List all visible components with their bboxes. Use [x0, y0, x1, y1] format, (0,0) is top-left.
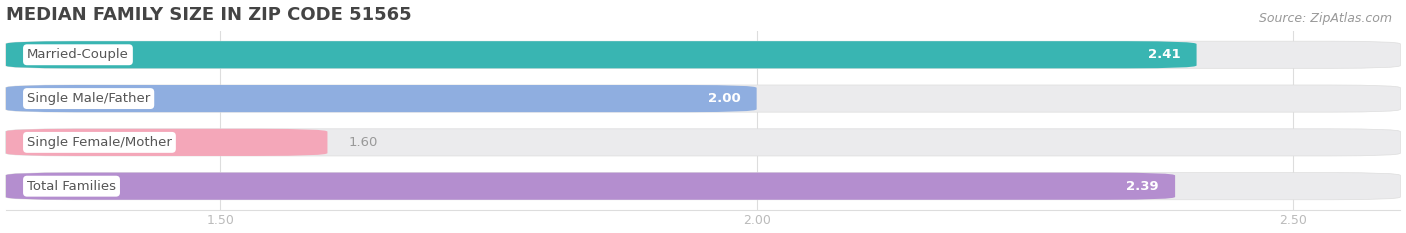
FancyBboxPatch shape [6, 173, 1400, 200]
Text: Source: ZipAtlas.com: Source: ZipAtlas.com [1258, 12, 1392, 25]
Text: 2.39: 2.39 [1126, 180, 1159, 193]
Text: Total Families: Total Families [27, 180, 117, 193]
FancyBboxPatch shape [6, 41, 1197, 68]
FancyBboxPatch shape [6, 85, 1400, 112]
FancyBboxPatch shape [6, 173, 1175, 200]
Text: 2.00: 2.00 [707, 92, 741, 105]
FancyBboxPatch shape [6, 85, 756, 112]
Text: Single Male/Father: Single Male/Father [27, 92, 150, 105]
Text: Married-Couple: Married-Couple [27, 48, 129, 61]
Text: 1.60: 1.60 [349, 136, 378, 149]
Text: MEDIAN FAMILY SIZE IN ZIP CODE 51565: MEDIAN FAMILY SIZE IN ZIP CODE 51565 [6, 6, 411, 24]
Text: Single Female/Mother: Single Female/Mother [27, 136, 172, 149]
FancyBboxPatch shape [6, 129, 328, 156]
Text: 2.41: 2.41 [1147, 48, 1181, 61]
FancyBboxPatch shape [6, 41, 1400, 68]
FancyBboxPatch shape [6, 129, 1400, 156]
